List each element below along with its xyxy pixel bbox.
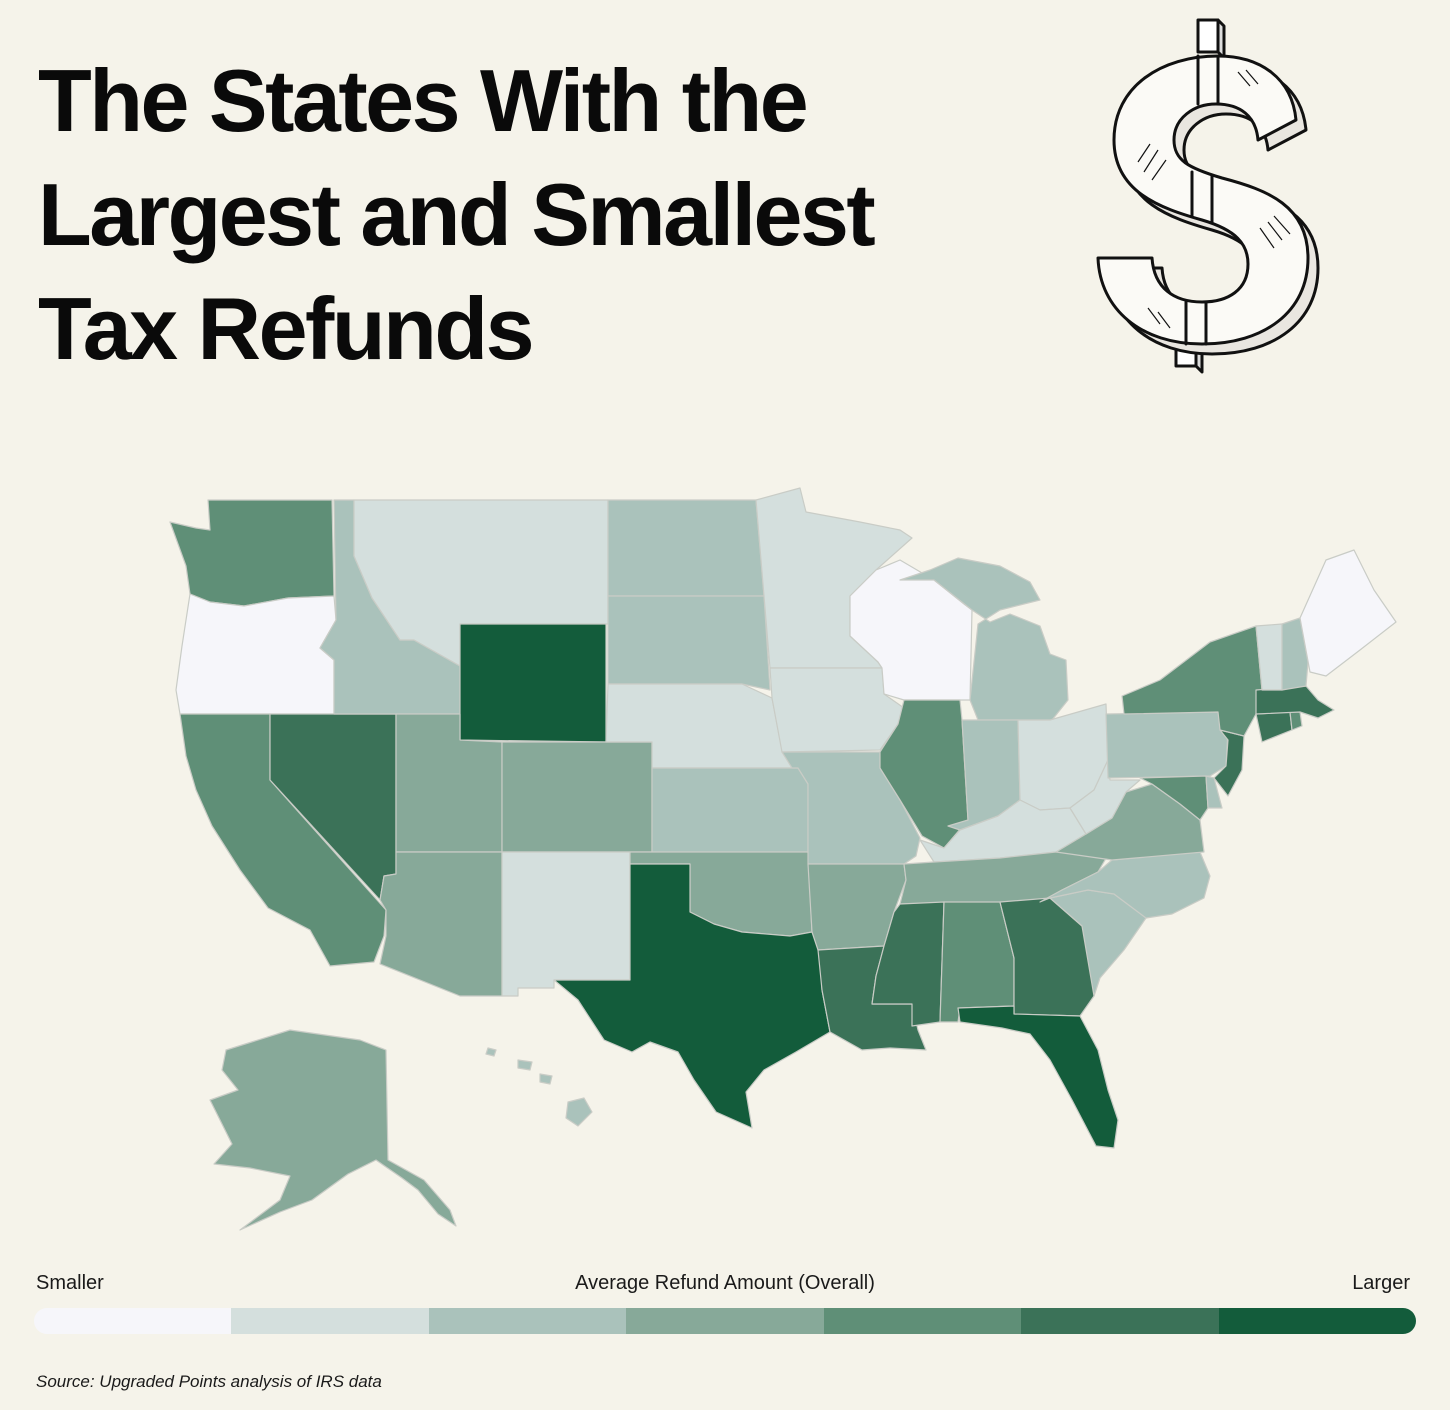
state-connecticut[interactable] [1255, 711, 1293, 743]
legend-swatch-5 [1021, 1308, 1219, 1334]
state-north-dakota[interactable] [607, 499, 765, 597]
state-colorado[interactable] [501, 741, 653, 853]
title-line-2: Largest and Smallest [38, 165, 876, 264]
state-south-dakota[interactable] [607, 595, 771, 691]
dollar-sign-icon [1096, 18, 1320, 374]
legend-smaller-label: Smaller [36, 1272, 104, 1294]
legend-larger-label: Larger [1352, 1272, 1410, 1294]
state-illinois[interactable] [879, 699, 969, 849]
legend-swatch-3 [626, 1308, 824, 1334]
page-title: The States With the Largest and Smallest… [38, 44, 1038, 386]
state-delaware[interactable] [1205, 775, 1223, 809]
state-kansas[interactable] [651, 767, 809, 853]
state-north-carolina[interactable] [1039, 851, 1211, 919]
state-rhode-island[interactable] [1289, 711, 1303, 731]
state-pennsylvania[interactable] [1105, 711, 1229, 779]
state-washington[interactable] [169, 499, 335, 607]
legend-swatch-6 [1218, 1308, 1416, 1334]
state-new-mexico[interactable] [501, 851, 631, 997]
legend-swatch-4 [823, 1308, 1022, 1334]
title-line-3: Tax Refunds [38, 279, 535, 378]
state-hawaii[interactable] [485, 1047, 593, 1127]
state-texas[interactable] [553, 863, 831, 1129]
state-oregon[interactable] [175, 593, 337, 715]
state-new-jersey[interactable] [1213, 729, 1245, 797]
state-arizona[interactable] [379, 851, 503, 997]
us-choropleth-map [169, 487, 1397, 1231]
state-massachusetts[interactable] [1255, 685, 1335, 719]
state-maine[interactable] [1299, 549, 1397, 677]
state-florida[interactable] [957, 1005, 1119, 1149]
state-new-hampshire[interactable] [1281, 617, 1309, 691]
state-alaska[interactable] [209, 1029, 457, 1231]
legend-color-scale [34, 1308, 1416, 1334]
legend-swatch-2 [428, 1308, 627, 1334]
legend-swatch-0 [34, 1308, 232, 1334]
legend-title: Average Refund Amount (Overall) [575, 1272, 875, 1294]
state-alabama[interactable] [939, 901, 1015, 1023]
legend-swatch-1 [231, 1308, 429, 1334]
state-wyoming[interactable] [459, 623, 607, 743]
title-line-1: The States With the [38, 51, 809, 150]
source-note: Source: Upgraded Points analysis of IRS … [36, 1372, 382, 1391]
state-west-virginia[interactable] [1069, 759, 1141, 835]
